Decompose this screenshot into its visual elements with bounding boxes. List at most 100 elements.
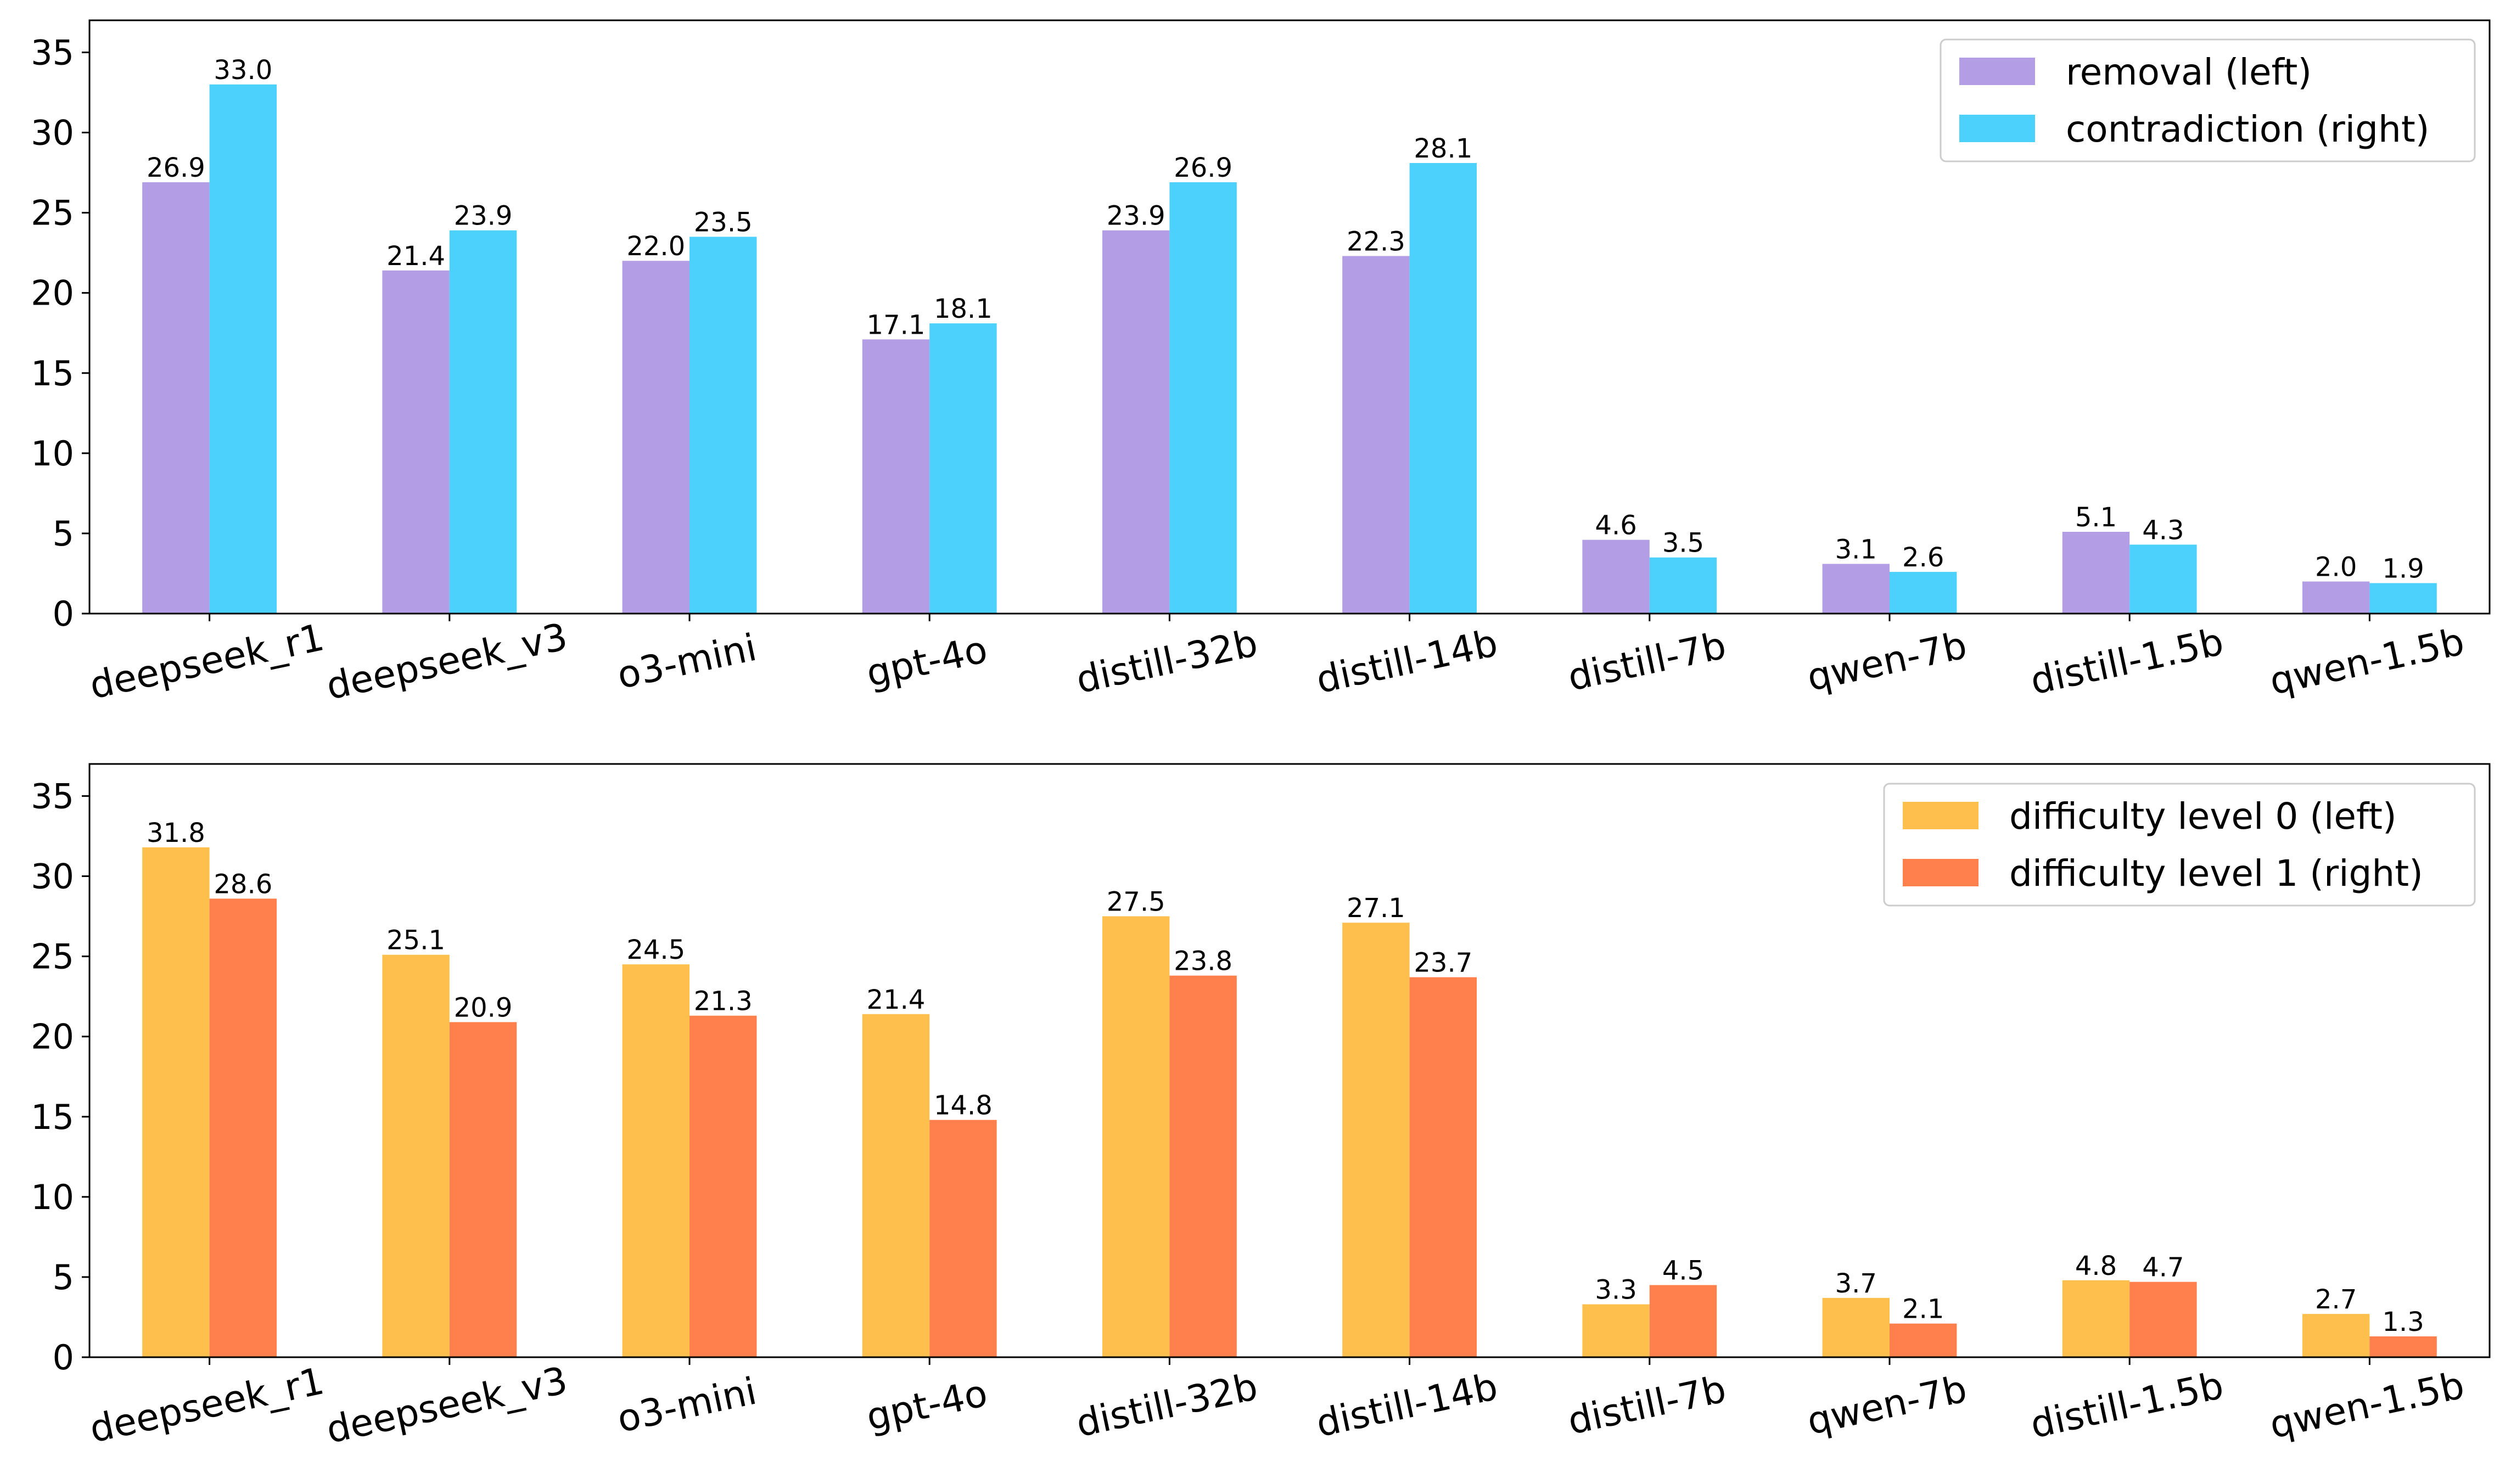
legend-entry-label: removal (left) bbox=[2066, 51, 2312, 93]
bar-value-label: 4.8 bbox=[2075, 1251, 2117, 1281]
x-tick-label-qwen-1.5b: qwen-1.5b bbox=[2266, 1364, 2468, 1447]
bar-value-label: 18.1 bbox=[934, 294, 993, 324]
bar-left-qwen-1.5b bbox=[2302, 581, 2370, 614]
bar-value-label: 1.3 bbox=[2382, 1307, 2424, 1337]
bar-value-label: 23.8 bbox=[1174, 946, 1232, 977]
bar-value-label: 17.1 bbox=[867, 310, 926, 340]
bar-value-label: 2.7 bbox=[2315, 1284, 2357, 1315]
bar-left-o3-mini bbox=[622, 964, 690, 1357]
bar-left-distill-14b bbox=[1342, 923, 1410, 1357]
bar-left-o3-mini bbox=[622, 261, 690, 614]
bar-right-distill-14b bbox=[1409, 163, 1477, 614]
legend-swatch bbox=[1903, 802, 1978, 829]
bar-left-distill-1.5b bbox=[2062, 531, 2130, 614]
chart-panel-2: 31.8 25.1 24.5 21.4 27.5 27.1 3.3 3.7 4.8 2.7 28.6… bbox=[31, 763, 2491, 1452]
axes-frame bbox=[88, 19, 2491, 615]
bar-value-label: 28.1 bbox=[1414, 133, 1472, 164]
bar-left-gpt-4o bbox=[862, 339, 930, 614]
bar-right-deepseek_r1 bbox=[209, 84, 277, 614]
legend-entry-label: difficulty level 0 (left) bbox=[2009, 795, 2397, 837]
bar-value-label: 24.5 bbox=[626, 935, 685, 965]
bar-value-label: 2.6 bbox=[1902, 542, 1944, 573]
x-tick-label-deepseek_v3: deepseek_v3 bbox=[323, 615, 571, 709]
x-tick-label-distill-7b: distill-7b bbox=[1564, 1368, 1730, 1443]
x-tick-label-o3-mini: o3-mini bbox=[614, 1370, 760, 1442]
y-tick-label: 5 bbox=[53, 514, 74, 554]
x-tick-label-distill-14b: distill-14b bbox=[1313, 622, 1501, 702]
bar-right-o3-mini bbox=[690, 237, 757, 614]
y-tick-label: 15 bbox=[31, 1097, 74, 1137]
y-tick-label: 0 bbox=[53, 1337, 74, 1378]
bar-right-qwen-1.5b bbox=[2369, 583, 2437, 614]
bar-left-deepseek_v3 bbox=[382, 270, 450, 614]
bar-right-qwen-7b bbox=[1890, 572, 1957, 614]
legend-swatch bbox=[1959, 58, 2035, 85]
bar-value-label: 28.6 bbox=[214, 869, 272, 900]
bar-right-deepseek_v3 bbox=[449, 230, 517, 614]
bar-left-deepseek_r1 bbox=[142, 182, 210, 614]
x-tick-label-qwen-7b: qwen-7b bbox=[1803, 1368, 1971, 1444]
legend-box bbox=[1940, 38, 2476, 162]
y-tick-label: 0 bbox=[53, 594, 74, 634]
bar-value-label: 21.3 bbox=[694, 986, 753, 1017]
bar-value-label: 3.7 bbox=[1835, 1268, 1877, 1299]
bar-left-deepseek_r1 bbox=[142, 847, 210, 1357]
bar-right-distill-1.5b bbox=[2129, 544, 2197, 614]
x-tick-label-deepseek_r1: deepseek_r1 bbox=[86, 1359, 328, 1451]
x-tick-label-qwen-1.5b: qwen-1.5b bbox=[2266, 620, 2468, 704]
bar-right-distill-7b bbox=[1649, 557, 1717, 614]
x-tick-label-distill-32b: distill-32b bbox=[1073, 1365, 1262, 1446]
y-tick-label: 35 bbox=[31, 32, 74, 72]
bar-value-label: 23.5 bbox=[694, 207, 753, 238]
y-tick-label: 30 bbox=[31, 857, 74, 897]
x-tick-label-gpt-4o: gpt-4o bbox=[863, 1371, 991, 1440]
bar-right-gpt-4o bbox=[929, 323, 997, 614]
bar-left-distill-32b bbox=[1102, 230, 1170, 614]
legend-swatch bbox=[1959, 115, 2035, 142]
bar-value-label: 22.3 bbox=[1347, 226, 1405, 257]
bar-right-gpt-4o bbox=[929, 1120, 997, 1357]
bar-right-qwen-7b bbox=[1890, 1323, 1957, 1357]
x-tick-label-distill-1.5b: distill-1.5b bbox=[2027, 620, 2227, 703]
bar-value-label: 4.6 bbox=[1595, 510, 1636, 541]
bar-value-label: 26.9 bbox=[1174, 153, 1232, 183]
axes-frame bbox=[88, 763, 2491, 1358]
bar-left-deepseek_v3 bbox=[382, 954, 450, 1357]
y-tick-label: 5 bbox=[53, 1257, 74, 1297]
legend: difficulty level 0 (left) difficulty leve… bbox=[1883, 783, 2476, 907]
x-tick-label-distill-14b: distill-14b bbox=[1313, 1365, 1501, 1446]
bar-value-label: 5.1 bbox=[2075, 502, 2117, 533]
bar-left-distill-1.5b bbox=[2062, 1280, 2130, 1357]
bar-value-label: 25.1 bbox=[386, 925, 445, 956]
bar-left-distill-7b bbox=[1582, 1304, 1650, 1357]
bar-value-label: 27.5 bbox=[1107, 887, 1165, 918]
bar-value-label: 14.8 bbox=[934, 1090, 993, 1121]
y-tick-label: 20 bbox=[31, 273, 74, 313]
bar-value-label: 2.0 bbox=[2315, 552, 2357, 583]
bar-left-distill-32b bbox=[1102, 916, 1170, 1357]
legend-entry-label: contradiction (right) bbox=[2066, 108, 2429, 150]
bar-right-distill-32b bbox=[1169, 975, 1237, 1357]
x-tick-label-deepseek_v3: deepseek_v3 bbox=[323, 1359, 571, 1452]
bar-value-label: 33.0 bbox=[214, 55, 272, 86]
bar-left-distill-14b bbox=[1342, 256, 1410, 614]
bar-value-label: 3.5 bbox=[1662, 528, 1704, 559]
legend-entry-label: difficulty level 1 (right) bbox=[2009, 852, 2423, 895]
x-tick-label-o3-mini: o3-mini bbox=[614, 626, 760, 698]
bar-right-distill-14b bbox=[1409, 977, 1477, 1357]
bar-value-label: 23.9 bbox=[1107, 201, 1165, 232]
legend-swatch bbox=[1903, 859, 1978, 886]
x-tick-label-gpt-4o: gpt-4o bbox=[863, 628, 991, 696]
bar-value-label: 21.4 bbox=[867, 985, 926, 1015]
bar-value-label: 3.3 bbox=[1595, 1275, 1636, 1306]
y-tick-label: 15 bbox=[31, 353, 74, 394]
x-tick-label-deepseek_r1: deepseek_r1 bbox=[86, 616, 328, 707]
bar-left-qwen-7b bbox=[1822, 564, 1890, 614]
x-tick-label-qwen-7b: qwen-7b bbox=[1803, 624, 1971, 700]
bar-right-o3-mini bbox=[690, 1015, 757, 1357]
bar-right-distill-32b bbox=[1169, 182, 1237, 614]
bar-right-distill-7b bbox=[1649, 1285, 1717, 1357]
bar-right-qwen-1.5b bbox=[2369, 1336, 2437, 1357]
bar-right-deepseek_r1 bbox=[209, 898, 277, 1357]
